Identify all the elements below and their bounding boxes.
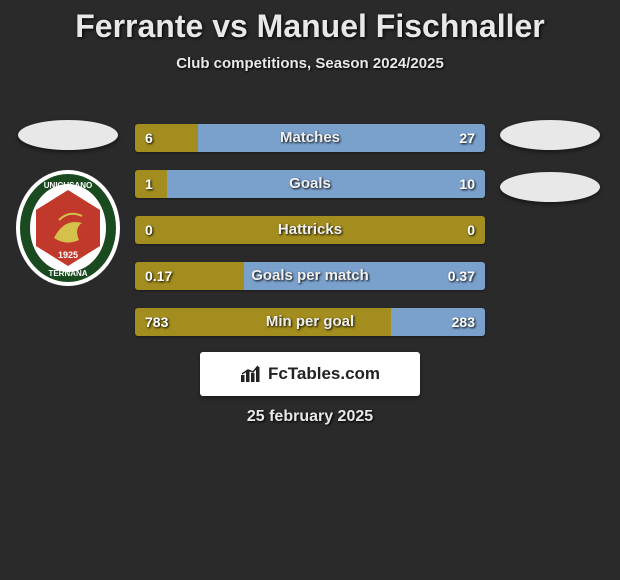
crest-text-top: UNICUSANO <box>44 181 92 190</box>
stat-value-left: 6 <box>145 124 153 152</box>
left-club-crest: UNICUSANO TERNANA 1925 <box>14 168 122 288</box>
stat-row: Min per goal783 283 <box>135 308 485 336</box>
stat-label: Goals per match <box>135 262 485 290</box>
chart-icon <box>240 365 262 383</box>
subtitle: Club competitions, Season 2024/2025 <box>0 55 620 72</box>
stat-label: Min per goal <box>135 308 485 336</box>
stat-value-left: 1 <box>145 170 153 198</box>
stat-label: Goals <box>135 170 485 198</box>
attribution-text: FcTables.com <box>268 364 380 384</box>
comparison-bars: Matches6 27 Goals1 10 Hattricks0 0 Goals per m… <box>135 124 485 354</box>
attribution-badge: FcTables.com <box>200 352 420 396</box>
date-text: 25 february 2025 <box>0 408 620 426</box>
left-player-column: UNICUSANO TERNANA 1925 <box>8 120 128 288</box>
page-title: Ferrante vs Manuel Fischnaller <box>0 0 620 45</box>
stat-value-right: 0 <box>467 216 475 244</box>
stat-value-left: 783 <box>145 308 168 336</box>
stat-row: Goals per match0.17 0.37 <box>135 262 485 290</box>
crest-year: 1925 <box>58 250 78 260</box>
stat-label: Matches <box>135 124 485 152</box>
left-flag-icon <box>18 120 118 150</box>
right-player-column <box>490 120 610 220</box>
right-club-crest <box>500 172 600 202</box>
stat-row: Hattricks0 0 <box>135 216 485 244</box>
stat-value-right: 10 <box>459 170 475 198</box>
crest-text-mid: TERNANA <box>48 269 87 278</box>
right-flag-icon <box>500 120 600 150</box>
stat-value-left: 0 <box>145 216 153 244</box>
stat-row: Goals1 10 <box>135 170 485 198</box>
stat-value-right: 283 <box>452 308 475 336</box>
stat-value-left: 0.17 <box>145 262 172 290</box>
stat-value-right: 27 <box>459 124 475 152</box>
stat-label: Hattricks <box>135 216 485 244</box>
stat-row: Matches6 27 <box>135 124 485 152</box>
stat-value-right: 0.37 <box>448 262 475 290</box>
